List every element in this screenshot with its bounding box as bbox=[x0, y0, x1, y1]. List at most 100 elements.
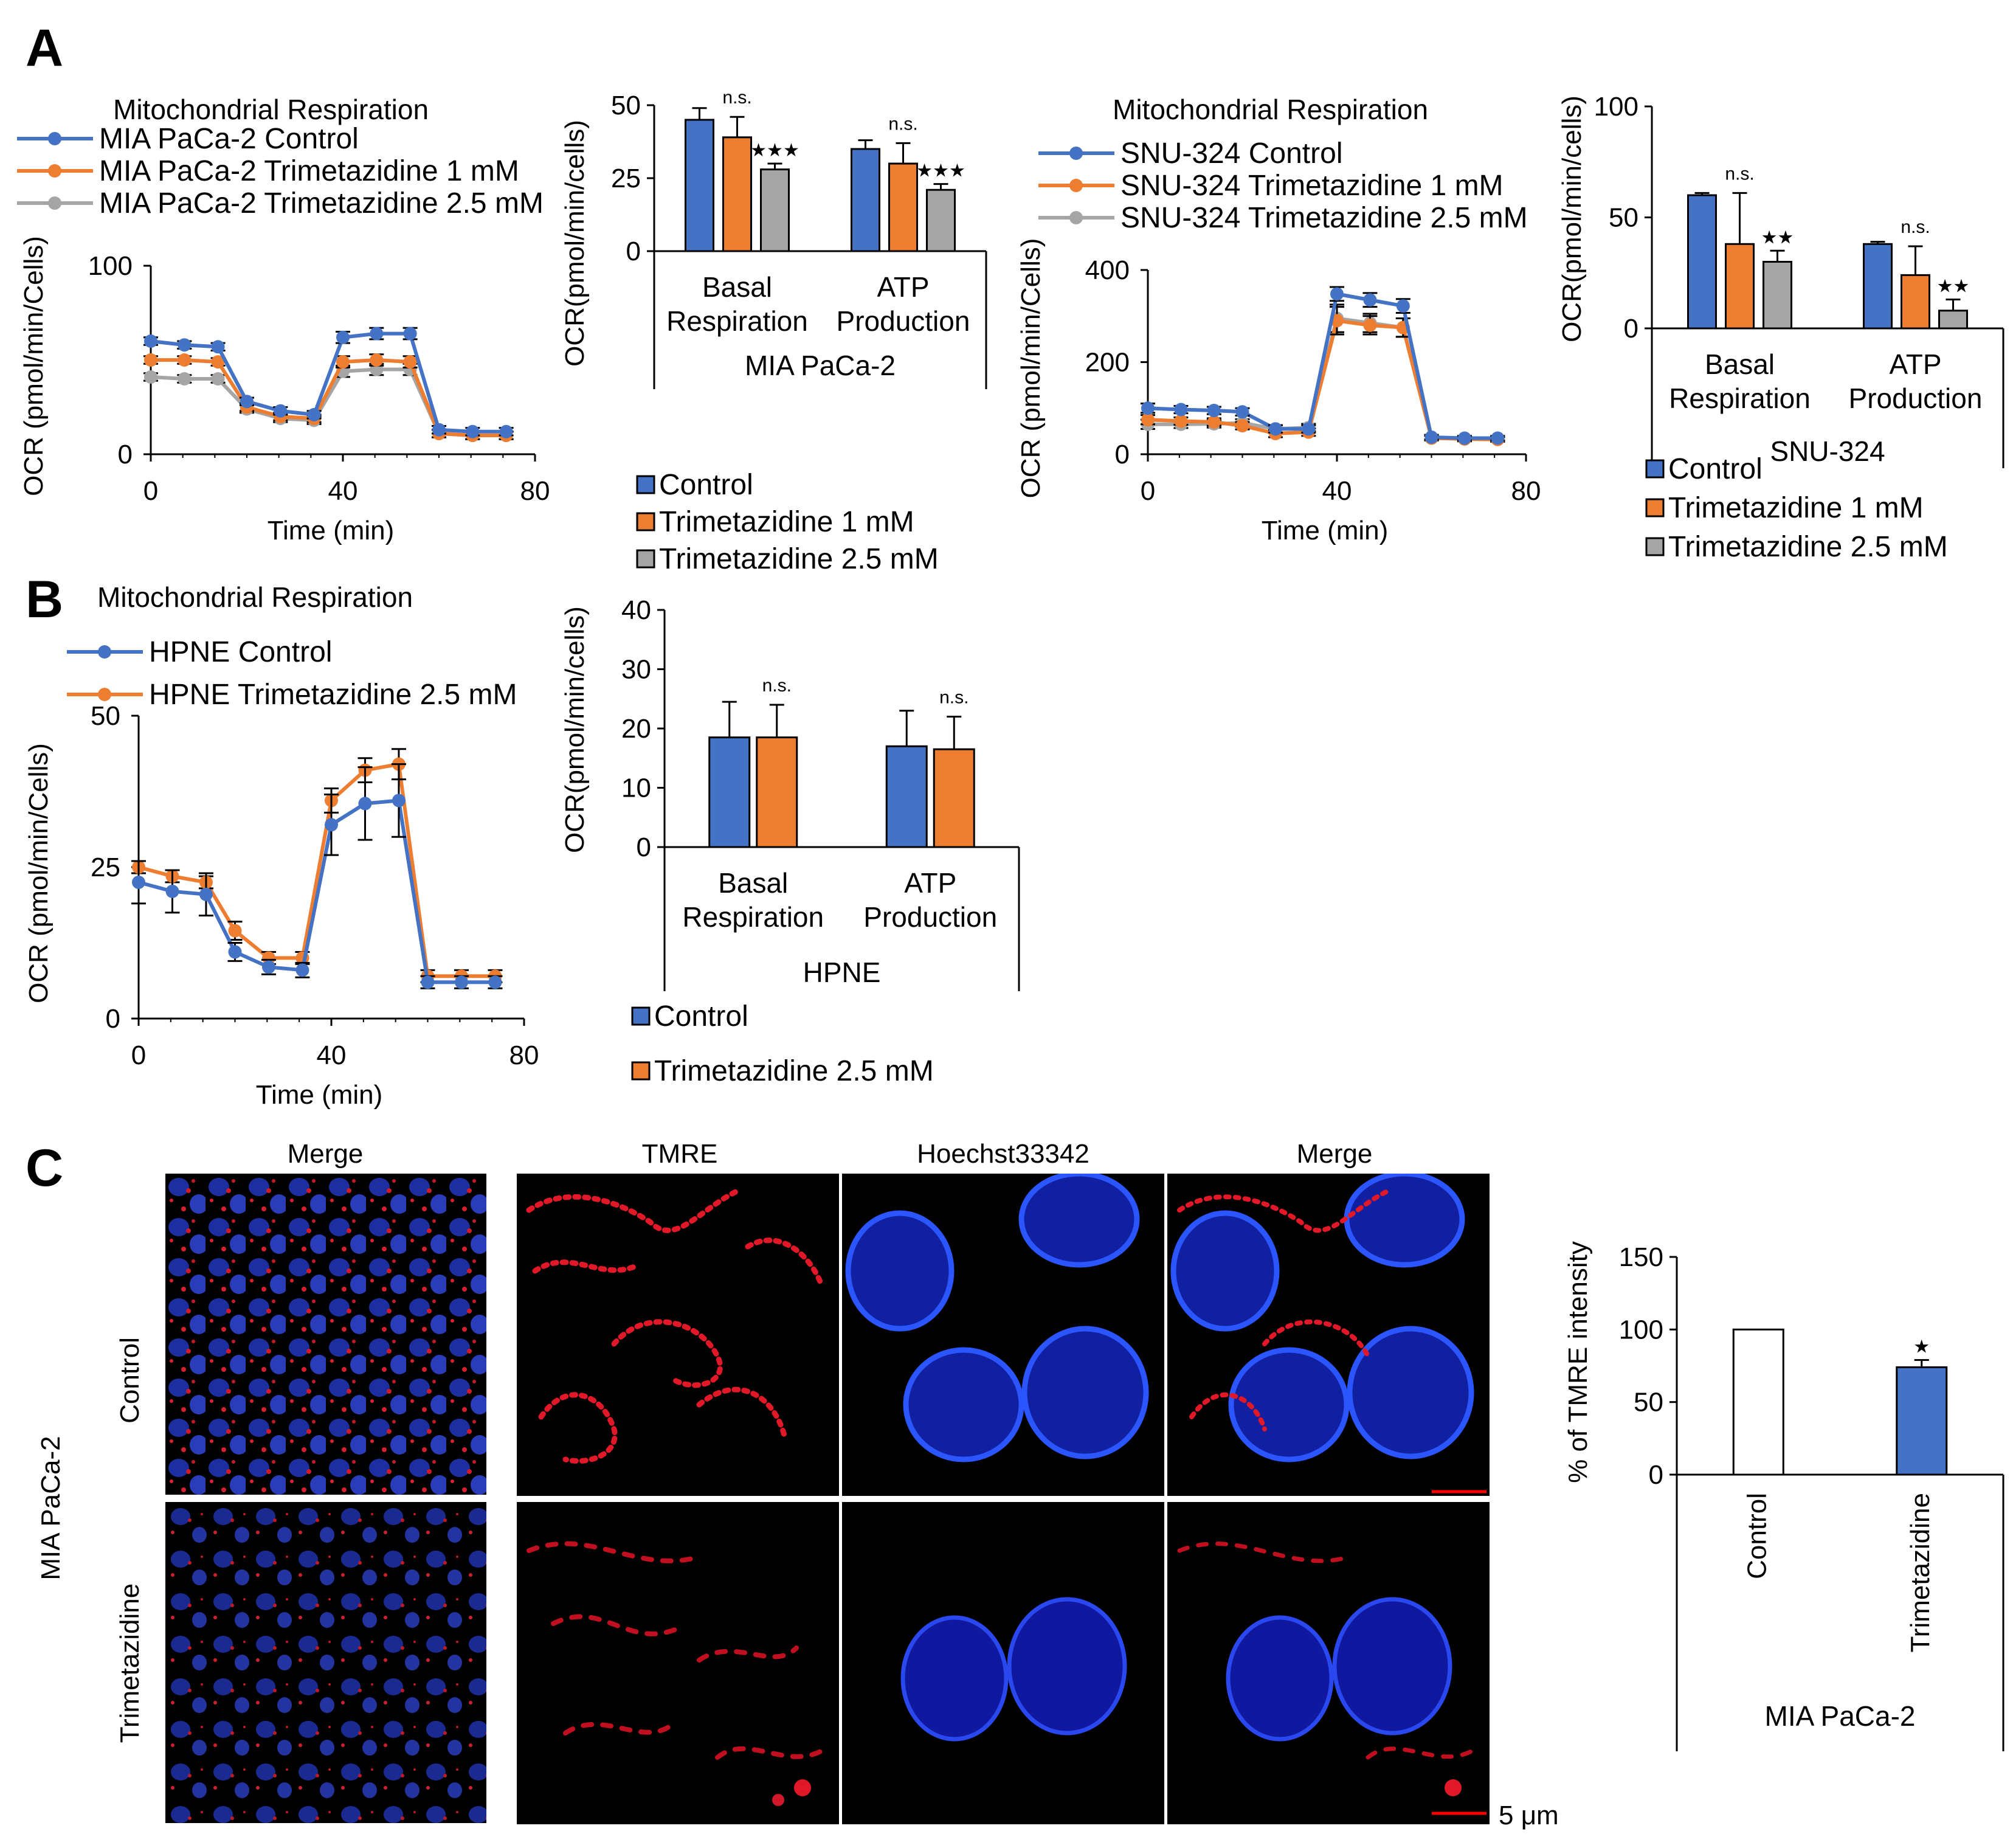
a-bar-mia-annotation: ★★★ bbox=[916, 161, 965, 181]
a-line-snu-legend-label: SNU-324 Trimetazidine 2.5 mM bbox=[1120, 202, 1528, 234]
a-bar-snu-bar bbox=[1938, 310, 1968, 330]
b-line-hpne-point bbox=[228, 924, 242, 938]
a-line-mia-legend-label: MIA PaCa-2 Control bbox=[99, 123, 359, 155]
a-bar-mia-ylabel: OCR(pmol/min/cells) bbox=[560, 120, 590, 367]
a-line-mia-point bbox=[499, 424, 513, 438]
a-line-mia-xtick-label: 80 bbox=[520, 476, 550, 506]
micro-overview-control bbox=[165, 1174, 486, 1495]
chart-a-bar-mia: 0 25 50 Basal Respiration ATP Production n.s. ★★… bbox=[560, 88, 987, 575]
b-line-hpne-legend-label: HPNE Control bbox=[149, 636, 332, 668]
a-line-mia-xtick-label: 40 bbox=[328, 476, 358, 506]
a-line-mia-point bbox=[240, 395, 254, 409]
a-line-snu-point bbox=[1302, 422, 1316, 436]
b-line-hpne-point bbox=[165, 884, 179, 898]
a-bar-mia-ytick-label: 25 bbox=[611, 164, 641, 193]
a-line-mia-ylabel: OCR (pmol/min/Cells) bbox=[19, 236, 49, 496]
b-bar-hpne-ylabel: OCR(pmol/min/cells) bbox=[560, 606, 590, 853]
a-line-mia-point bbox=[178, 353, 192, 367]
a-bar-mia-bar bbox=[722, 136, 752, 252]
a-bar-mia-bar bbox=[851, 148, 880, 252]
a-bar-snu-legend-label: Trimetazidine 2.5 mM bbox=[1668, 531, 1948, 563]
a-line-snu-point bbox=[1330, 287, 1344, 301]
a-bar-snu-ytick-label: 0 bbox=[1624, 314, 1638, 344]
a-line-snu-point bbox=[1141, 413, 1155, 427]
a-line-snu-point bbox=[1491, 431, 1505, 445]
c-bar-tmre-annotation: ★ bbox=[1913, 1337, 1930, 1357]
b-bar-hpne-bar bbox=[933, 748, 975, 848]
a-bar-snu-group-label: SNU-324 bbox=[1770, 435, 1885, 467]
micro-tmre-trimetazidine bbox=[517, 1502, 839, 1824]
a-bar-mia-bar bbox=[760, 168, 790, 252]
a-line-snu-title: Mitochondrial Respiration bbox=[1113, 94, 1428, 125]
micro-merge-control bbox=[1167, 1174, 1490, 1496]
a-bar-mia-bar bbox=[685, 119, 714, 252]
a-bar-mia-category-label: Basal Respiration bbox=[666, 271, 808, 337]
a-line-mia-point bbox=[178, 372, 192, 386]
a-bar-snu-annotation: ★★ bbox=[1937, 277, 1970, 297]
b-line-hpne-ytick-label: 25 bbox=[91, 853, 120, 882]
a-line-mia-legend-marker bbox=[48, 132, 61, 145]
a-bar-snu-bar bbox=[1687, 194, 1717, 330]
b-bar-hpne-legend-swatch bbox=[631, 1006, 651, 1026]
a-line-mia-point bbox=[403, 355, 417, 369]
b-line-hpne-legend-marker bbox=[98, 645, 111, 659]
a-line-snu-xtick-label: 0 bbox=[1141, 476, 1155, 506]
c-bar-tmre-ytick-label: 150 bbox=[1619, 1242, 1663, 1272]
a-line-mia-point bbox=[211, 372, 225, 386]
a-line-snu-point bbox=[1141, 401, 1155, 415]
a-line-mia-point bbox=[336, 355, 350, 369]
a-line-snu-xlabel: Time (min) bbox=[1262, 516, 1389, 545]
b-line-hpne-point bbox=[392, 794, 406, 808]
b-bar-hpne-annotation: n.s. bbox=[939, 688, 969, 708]
a-bar-mia-ytick-label: 0 bbox=[626, 237, 641, 266]
b-line-hpne-xtick-label: 80 bbox=[509, 1040, 539, 1070]
a-line-snu-legend-label: SNU-324 Control bbox=[1120, 137, 1342, 170]
micro-col-label-merge-overview: Merge bbox=[288, 1139, 364, 1169]
a-line-mia-point bbox=[178, 338, 192, 352]
a-bar-snu-annotation: n.s. bbox=[1901, 217, 1930, 237]
a-line-snu-point bbox=[1174, 403, 1188, 417]
b-line-hpne-xtick-label: 40 bbox=[317, 1040, 347, 1070]
chart-a-line-snu: 0 200 400 0 40 80 Time (min) OCR (pmol/min/Cell… bbox=[1016, 94, 1541, 545]
panel-label-c: C bbox=[26, 1139, 63, 1197]
b-line-hpne-legend-marker bbox=[98, 688, 111, 701]
chart-c-bar-tmre: 0 50 100 150 Control Trimetazidine ★ MIA PaCa-2… bbox=[1563, 1241, 2004, 1751]
a-line-mia-xtick-label: 0 bbox=[143, 476, 158, 506]
a-bar-mia-legend-swatch bbox=[636, 475, 655, 494]
b-line-hpne-point bbox=[295, 963, 309, 977]
a-line-snu-point bbox=[1235, 405, 1249, 419]
a-line-mia-legend-marker bbox=[48, 196, 61, 210]
a-bar-snu-bar bbox=[1763, 261, 1792, 330]
micro-row-label-trimetazidine: Trimetazidine bbox=[115, 1583, 145, 1743]
b-bar-hpne-legend-swatch bbox=[631, 1061, 651, 1081]
micro-merge-trimetazidine bbox=[1167, 1502, 1490, 1824]
a-line-snu-legend-marker bbox=[1069, 211, 1083, 224]
c-bar-tmre-bar bbox=[1732, 1328, 1784, 1476]
micro-hoechst-trimetazidine bbox=[842, 1502, 1164, 1824]
a-line-snu-legend-label: SNU-324 Trimetazidine 1 mM bbox=[1120, 170, 1504, 202]
b-line-hpne-ytick-label: 50 bbox=[91, 701, 120, 731]
a-line-mia-point bbox=[336, 330, 350, 344]
chart-b-line-hpne: 0 25 50 0 40 80 Time (min) OCR (pmol/min/Cells)… bbox=[24, 581, 539, 1110]
b-line-hpne-xlabel: Time (min) bbox=[256, 1080, 383, 1110]
a-line-mia-series-0 bbox=[143, 327, 514, 438]
micro-row-label-control: Control bbox=[115, 1337, 145, 1424]
b-bar-hpne-annotation: n.s. bbox=[762, 676, 792, 696]
a-line-mia-point bbox=[403, 327, 417, 341]
a-bar-mia-legend-label: Control bbox=[659, 469, 753, 501]
b-line-hpne-point bbox=[199, 887, 213, 901]
a-line-snu-ylabel: OCR (pmol/min/Cells) bbox=[1016, 238, 1046, 499]
b-bar-hpne-legend-label: Control bbox=[654, 1000, 748, 1033]
micro-cell-line-label: MIA PaCa-2 bbox=[36, 1436, 66, 1580]
micro-overview-trimetazidine bbox=[165, 1502, 486, 1823]
b-line-hpne-ylabel: OCR (pmol/min/Cells) bbox=[24, 743, 54, 1003]
b-bar-hpne-category-label: Basal Respiration bbox=[682, 867, 824, 933]
a-line-snu-point bbox=[1424, 430, 1438, 444]
a-line-mia-point bbox=[144, 353, 157, 367]
chart-a-line-mia: 0 100 0 40 80 Time (min) OCR (pmol/min/Cells) M… bbox=[17, 94, 550, 545]
b-line-hpne-xtick-label: 0 bbox=[131, 1040, 146, 1070]
a-line-snu-ytick-label: 200 bbox=[1085, 348, 1130, 378]
a-bar-snu-legend-label: Trimetazidine 1 mM bbox=[1668, 492, 1924, 524]
a-bar-mia-annotation: n.s. bbox=[722, 88, 751, 108]
b-line-hpne-series-0 bbox=[131, 763, 503, 989]
